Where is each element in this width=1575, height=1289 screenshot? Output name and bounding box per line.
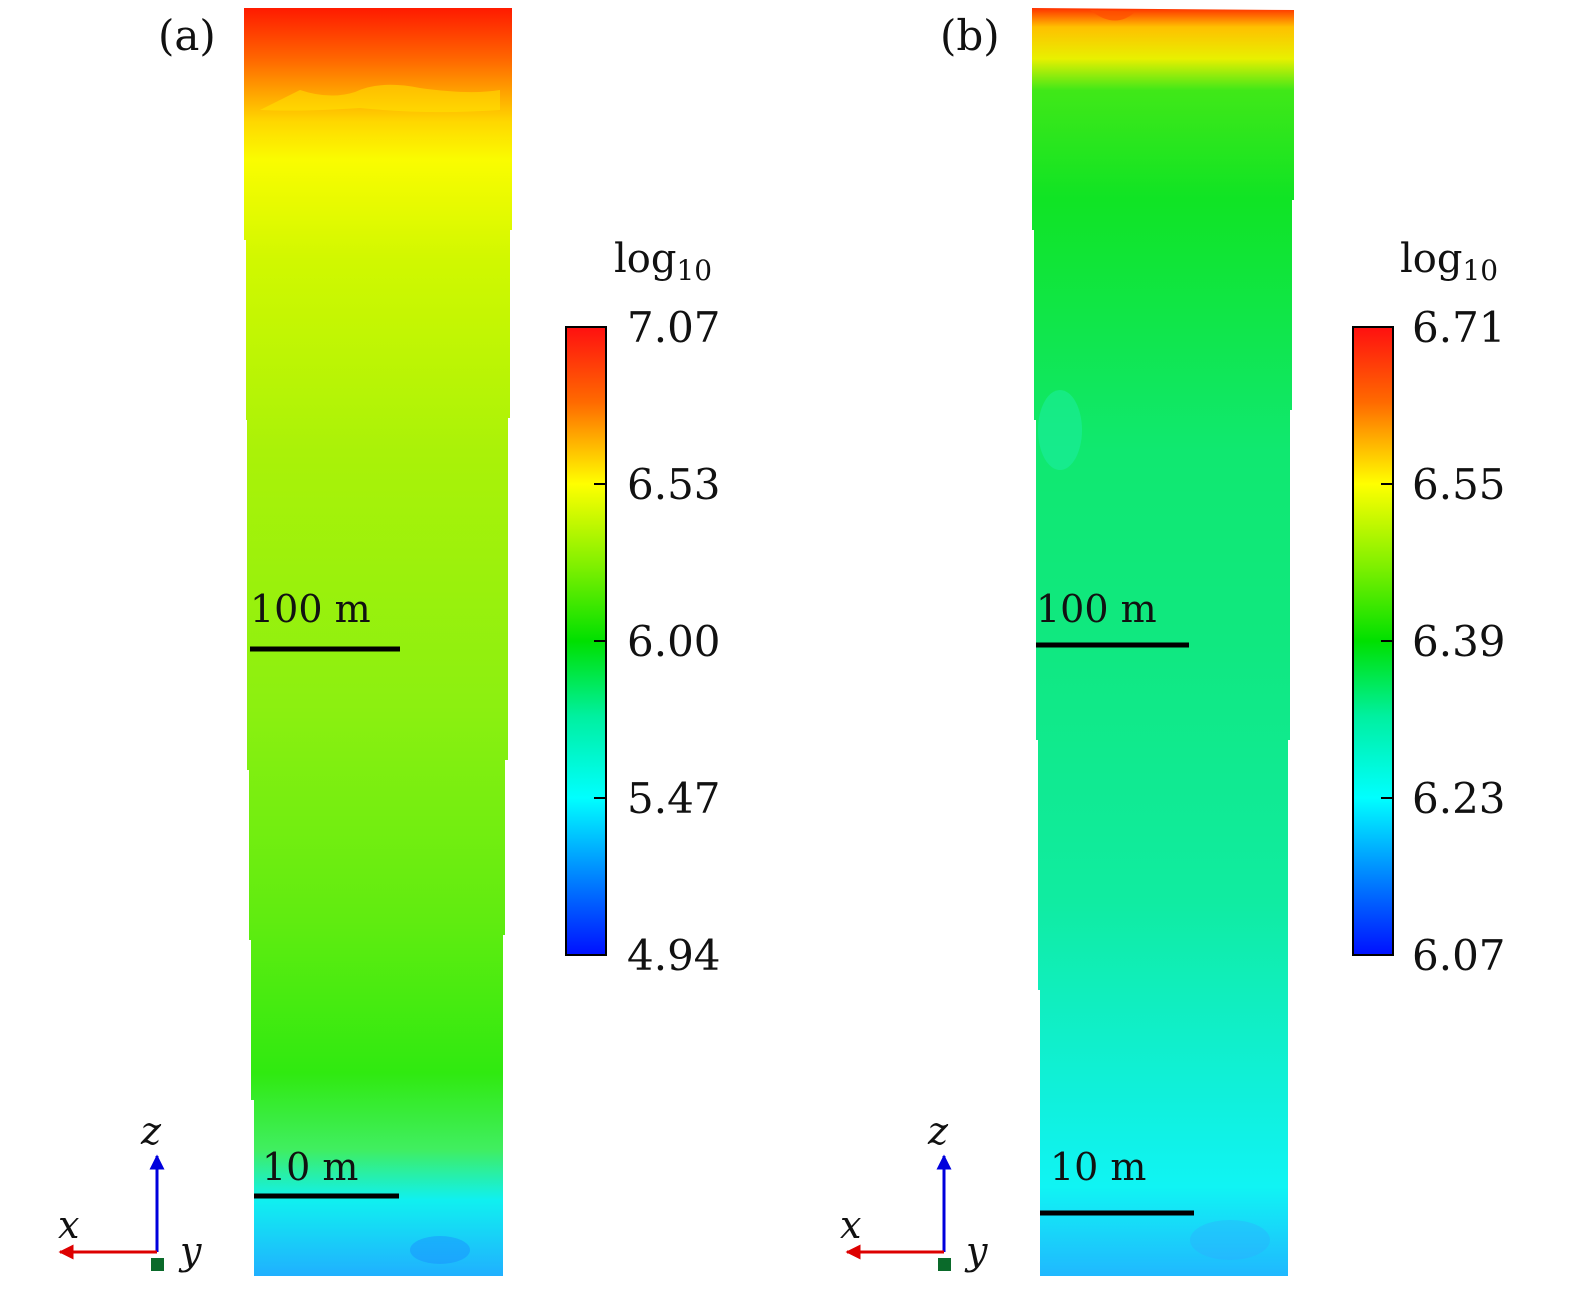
panel-b-field-map — [1032, 8, 1294, 1276]
panel-a-scale-100m-label: 100 m — [250, 587, 371, 631]
panel-a: (a) 100 m 10 m log10 7.07 6.53 6.00 5.47… — [58, 8, 721, 1276]
panel-a-colorbar-tick-label: 4.94 — [627, 931, 721, 980]
panel-b-x-axis-label: x — [840, 1203, 861, 1247]
panel-b-label: (b) — [940, 11, 1000, 60]
panel-b-colorbar-tick-label: 6.23 — [1412, 774, 1506, 823]
panel-a-colorbar-ticks — [594, 483, 606, 799]
panel-a-y-axis-marker — [151, 1258, 164, 1271]
panel-b: (b) 100 m 10 m log10 6.71 6.55 6.39 6.23… — [840, 8, 1506, 1276]
panel-b-colorbar-ticks — [1381, 483, 1393, 799]
panel-a-label: (a) — [158, 11, 216, 60]
panel-a-field-map — [244, 8, 512, 1276]
panel-b-colorbar-tick-label: 6.07 — [1412, 931, 1506, 980]
panel-b-axis-triad: z x y — [840, 1109, 988, 1273]
panel-b-colorbar-title: log10 — [1400, 236, 1498, 287]
panel-b-y-axis-label: y — [964, 1229, 988, 1273]
panel-b-colorbar-tick-label: 6.71 — [1412, 303, 1506, 352]
panel-a-z-axis-label: z — [140, 1109, 162, 1153]
panel-a-colorbar-tick-label: 6.53 — [627, 460, 721, 509]
panel-b-colorbar-tick-label: 6.55 — [1412, 460, 1506, 509]
panel-b-colorbar-title-main: log — [1400, 236, 1462, 282]
panel-a-field-spot — [410, 1236, 470, 1264]
panel-b-y-axis-marker — [938, 1258, 951, 1271]
panel-a-scale-10m-label: 10 m — [262, 1145, 358, 1189]
panel-a-y-axis-label: y — [178, 1229, 202, 1273]
panel-b-colorbar-title-sub: 10 — [1462, 254, 1498, 287]
panel-a-colorbar-tick-label: 5.47 — [627, 774, 721, 823]
panel-a-colorbar-title: log10 — [614, 236, 712, 287]
panel-a-field-contour — [260, 84, 500, 113]
panel-b-colorbar-tick-label: 6.39 — [1412, 617, 1506, 666]
panel-a-x-axis-label: x — [58, 1203, 79, 1247]
panel-b-scale-100m-label: 100 m — [1036, 587, 1157, 631]
panel-b-field-contour — [1090, 10, 1135, 21]
panel-a-axis-triad: z x y — [58, 1109, 202, 1273]
panel-b-field-spot — [1038, 390, 1082, 470]
panel-a-colorbar-title-main: log — [614, 236, 676, 282]
panel-b-field-spot — [1190, 1220, 1270, 1260]
panel-a-colorbar-tick-label: 7.07 — [627, 303, 721, 352]
panel-b-z-axis-label: z — [927, 1109, 949, 1153]
panel-a-colorbar-tick-label: 6.00 — [627, 617, 721, 666]
panel-b-scale-10m-label: 10 m — [1050, 1145, 1146, 1189]
panel-a-colorbar-title-sub: 10 — [676, 254, 712, 287]
